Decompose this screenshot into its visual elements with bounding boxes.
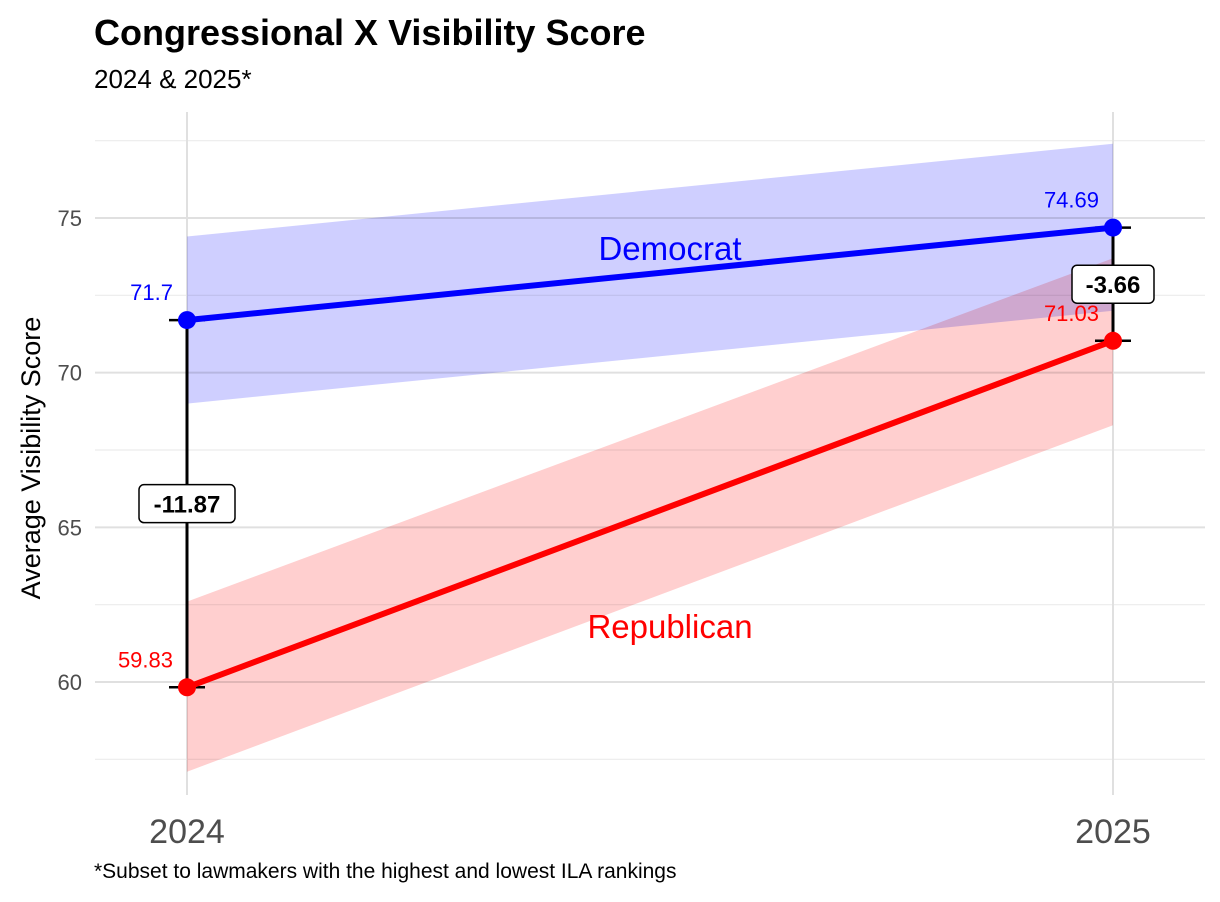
series-line-democrat [184, 224, 1116, 324]
gap-label-2024: -11.87 [154, 492, 221, 519]
y-tick-label-70: 70 [58, 361, 82, 386]
gap-label-box-2025 [1071, 264, 1155, 304]
data-point-republican-2025 [1104, 331, 1122, 350]
x-tick-label-2024: 2024 [149, 813, 225, 851]
series-label-democrat: Democrat [598, 230, 741, 267]
value-label-republican-2025: 71.03 [1044, 301, 1099, 326]
data-points [178, 218, 1122, 697]
value-label-republican-2024: 59.83 [118, 647, 173, 672]
series-label-republican: Republican [587, 608, 752, 645]
gap-label-box-2024 [138, 483, 236, 524]
x-tick-label-2025: 2025 [1075, 813, 1151, 851]
y-axis-label: Average Visibility Score [16, 317, 46, 600]
chart-subtitle: 2024 & 2025* [94, 64, 252, 94]
series-line-republican [184, 337, 1116, 691]
y-tick-label-60: 60 [58, 670, 82, 695]
data-point-democrat-2024 [178, 311, 196, 330]
data-labels: 71.7 74.69 Democrat 59.83 71.03 Republican -11… [118, 188, 1155, 672]
y-tick-label-65: 65 [58, 515, 82, 540]
chart-caption: *Subset to lawmakers with the highest an… [94, 860, 677, 883]
value-label-democrat-2024: 71.7 [130, 280, 173, 305]
series-lines [184, 224, 1116, 691]
data-point-democrat-2025 [1104, 218, 1122, 237]
chart-title: Congressional X Visibility Score [94, 12, 646, 53]
y-tick-label-75: 75 [58, 206, 82, 231]
axis-ticks: 60 65 70 75 2024 2025 [58, 206, 1151, 851]
gap-label-2025: -3.66 [1086, 272, 1141, 299]
data-point-republican-2024 [178, 678, 196, 697]
value-label-democrat-2025: 74.69 [1044, 188, 1099, 213]
